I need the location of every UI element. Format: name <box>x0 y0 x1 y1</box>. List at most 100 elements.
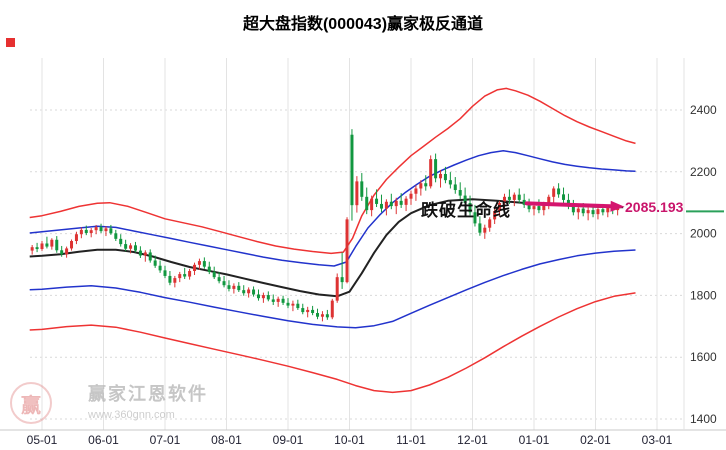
candle-body <box>129 245 133 249</box>
candle-body <box>542 203 546 211</box>
x-tick-label: 06-01 <box>88 433 119 447</box>
x-tick-label: 05-01 <box>27 433 58 447</box>
candle-body <box>232 285 236 289</box>
candle-body <box>424 183 428 187</box>
candle-body <box>109 228 113 234</box>
candle-body <box>591 210 595 215</box>
candle-body <box>527 204 531 210</box>
candle-body <box>458 190 462 196</box>
candle-body <box>443 173 447 181</box>
candle-body <box>571 206 575 213</box>
candle-body <box>552 188 556 197</box>
blue-channel-top <box>29 150 636 267</box>
candle-body <box>453 184 457 191</box>
candle-body <box>576 208 580 213</box>
candle-body <box>434 159 438 179</box>
candle-body <box>547 196 551 204</box>
candle-body <box>266 295 270 300</box>
watermark-text: 赢家江恩软件 www.360gnn.com <box>88 380 208 421</box>
candle-body <box>252 289 256 295</box>
candle-body <box>202 261 206 267</box>
candle-body <box>74 234 78 242</box>
red-channel-bottom <box>29 292 636 394</box>
candle-body <box>188 270 192 277</box>
candle-body <box>316 313 320 317</box>
candle-body <box>60 250 64 255</box>
candle-body <box>488 219 492 228</box>
candle-body <box>124 244 128 249</box>
candle-body <box>493 211 497 220</box>
candle-body <box>498 203 502 212</box>
candles-layer <box>30 129 620 322</box>
candle-body <box>365 196 369 211</box>
candle-body <box>138 250 142 256</box>
candle-body <box>222 281 226 286</box>
candle-body <box>522 199 526 205</box>
candle-body <box>286 302 290 306</box>
candle-body <box>276 298 280 302</box>
brand-logo-icon: 赢 <box>10 382 52 424</box>
brand-logo-glyph: 赢 <box>21 394 41 417</box>
candle-body <box>35 247 39 250</box>
candle-body <box>133 245 137 251</box>
candle-body <box>340 277 344 283</box>
candle-body <box>463 195 467 204</box>
candle-body <box>256 294 260 299</box>
candle-body <box>355 181 359 206</box>
x-tick-label: 08-01 <box>211 433 242 447</box>
break-life-line-annotation: 跌破生命线 <box>421 201 511 220</box>
candle-body <box>389 201 393 207</box>
current-price-label: 2085.193 <box>625 199 684 215</box>
candle-body <box>448 180 452 185</box>
candle-body <box>99 227 103 232</box>
y-tick-label: 1400 <box>690 412 717 426</box>
candle-body <box>207 266 211 272</box>
candle-body <box>606 207 610 213</box>
candle-body <box>581 208 585 214</box>
candle-body <box>532 206 536 210</box>
candle-body <box>345 219 349 283</box>
candle-body <box>70 241 74 249</box>
candle-body <box>227 285 231 289</box>
x-tick-label: 10-01 <box>334 433 365 447</box>
candle-body <box>375 198 379 204</box>
candle-body <box>94 227 98 231</box>
window-marker-icon <box>6 38 15 47</box>
candle-body <box>507 196 511 200</box>
y-tick-label: 2400 <box>690 103 717 117</box>
candle-body <box>168 275 172 283</box>
candle-body <box>330 300 334 318</box>
candle-body <box>183 274 187 277</box>
candle-body <box>384 201 388 209</box>
candle-body <box>261 295 265 299</box>
candle-body <box>601 209 605 213</box>
candle-body <box>148 252 152 261</box>
candle-body <box>325 314 329 318</box>
x-tick-label: 12-01 <box>457 433 488 447</box>
candle-body <box>30 247 34 251</box>
watermark-site: www.360gnn.com <box>88 409 175 421</box>
candle-body <box>158 265 162 271</box>
axis-labels: 2400 2200 2000 1800 1600 1400 05-01 06-01 07-01 0… <box>27 103 717 447</box>
candle-body <box>281 298 285 303</box>
candle-body <box>114 233 118 239</box>
candle-body <box>242 290 246 294</box>
candle-body <box>306 309 310 313</box>
candle-body <box>311 309 315 314</box>
candle-body <box>379 203 383 209</box>
candle-body <box>79 229 83 235</box>
watermark: 赢 赢家江恩软件 www.360gnn.com <box>10 380 208 424</box>
x-tick-label: 01-01 <box>519 433 550 447</box>
candle-body <box>45 243 49 247</box>
y-tick-label: 2000 <box>690 227 717 241</box>
y-tick-label: 1600 <box>690 350 717 364</box>
candle-body <box>89 230 93 233</box>
candle-body <box>394 200 398 207</box>
candle-body <box>55 239 59 251</box>
candle-body <box>84 229 88 233</box>
watermark-brand: 赢家江恩软件 <box>88 384 208 404</box>
candle-body <box>197 261 201 265</box>
candle-body <box>483 227 487 233</box>
y-tick-label: 2200 <box>690 165 717 179</box>
